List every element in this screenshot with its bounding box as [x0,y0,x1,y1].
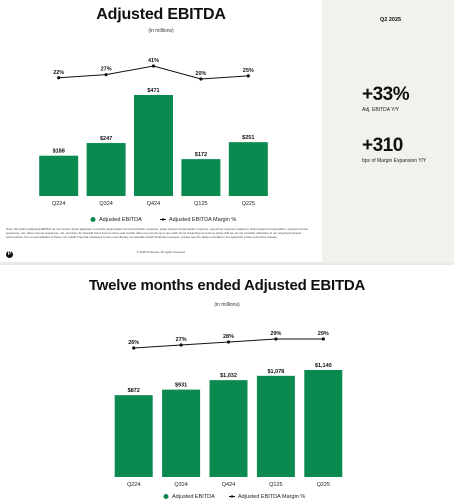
legend-label: Adjusted EBITDA Margin % [169,217,236,223]
margin-value-label: 29% [318,331,329,337]
margin-line [58,65,249,80]
x-tick-label: Q125 [194,201,207,207]
legend-swatch [163,494,169,499]
margin-point [132,346,136,350]
stat-value: +310 [362,135,403,156]
x-tick-label: Q225 [317,482,330,488]
margin-point [151,64,156,68]
slide-divider [0,262,454,265]
x-tick-label: Q125 [269,482,282,488]
legend-label: Adjusted EBITDA [172,494,215,500]
margin-value-label: 26% [128,340,139,346]
x-tick-label: Q324 [174,482,187,488]
margin-value-label: 27% [176,337,187,343]
pinterest-logo-icon: P [6,251,13,258]
margin-point [274,337,278,341]
x-tick-label: Q224 [52,201,65,207]
margin-point [321,337,325,341]
margin-value-label: 41% [148,58,159,64]
bar-value-label: $1,140 [315,363,332,369]
stat-caption: Adj. EBITDA Y/Y [362,107,400,113]
margin-value-label: 29% [270,331,281,337]
page-title: Twelve months ended Adjusted EBITDA [88,277,366,294]
bar [39,155,79,196]
adjusted-ebitda-chart: $188 Q224 $247 Q324 $471 Q424 $172 Q125 $251 Q225… [39,58,268,223]
page-subtitle: (in millions) [148,28,174,34]
slide-ttm-adjusted-ebitda: Twelve months ended Adjusted EBITDA (in … [0,265,454,500]
bar-value-label: $931 [175,383,187,389]
page-title: Adjusted EBITDA [96,6,226,23]
quarter-label: Q2 2025 [380,17,402,23]
margin-point [246,74,250,78]
page-subtitle: (in millions) [214,302,240,308]
margin-value-label: 25% [243,68,254,74]
stat-value: +33% [362,84,410,105]
bar [114,395,153,477]
legend-line-marker [230,495,234,498]
stat-margin-expansion: +310 bps of Margin Expansion Y/Y [362,135,432,164]
margin-value-label: 22% [53,70,64,76]
bar-value-label: $471 [147,88,159,94]
bar [86,143,126,196]
stats-panel [322,0,454,262]
x-tick-label: Q225 [242,201,255,207]
bar [181,159,221,196]
stat-caption: bps of Margin Expansion Y/Y [362,158,427,164]
bar-value-label: $188 [53,149,65,155]
bar-value-label: $1,078 [267,369,284,375]
x-tick-label: Q424 [147,201,160,207]
copyright: © 2025 Pinterest. All rights reserved. [136,250,186,254]
margin-value-label: 20% [195,71,206,77]
x-tick-label: Q424 [222,482,235,488]
footnote: Note: We define Adjusted EBITDA as net i… [6,227,308,239]
ttm-adjusted-ebitda-chart: $872 Q224 $931 Q324 $1,032 Q424 $1,078 Q125 $1,1… [114,331,343,500]
bar-value-label: $1,032 [220,373,237,379]
margin-point [104,73,108,77]
bar [228,142,268,196]
x-tick-label: Q224 [127,482,140,488]
legend-line-marker [161,218,165,221]
bar [134,95,173,196]
bar-value-label: $872 [128,388,140,394]
legend-swatch [90,217,96,222]
bar-value-label: $247 [100,136,112,142]
margin-value-label: 28% [223,334,234,340]
x-tick-label: Q324 [99,201,112,207]
bar-value-label: $172 [195,152,207,158]
bar [162,389,201,477]
bar [209,380,248,477]
margin-point [57,76,61,80]
bar [304,370,343,477]
stat-yoy-growth: +33% Adj. EBITDA Y/Y [362,84,432,113]
legend-label: Adjusted EBITDA Margin % [238,494,305,500]
legend-label: Adjusted EBITDA [99,217,142,223]
bar-value-label: $251 [242,135,254,141]
margin-point [179,343,183,347]
margin-point [199,77,203,81]
bar [256,375,295,477]
margin-point [226,340,231,344]
margin-value-label: 27% [101,67,112,73]
